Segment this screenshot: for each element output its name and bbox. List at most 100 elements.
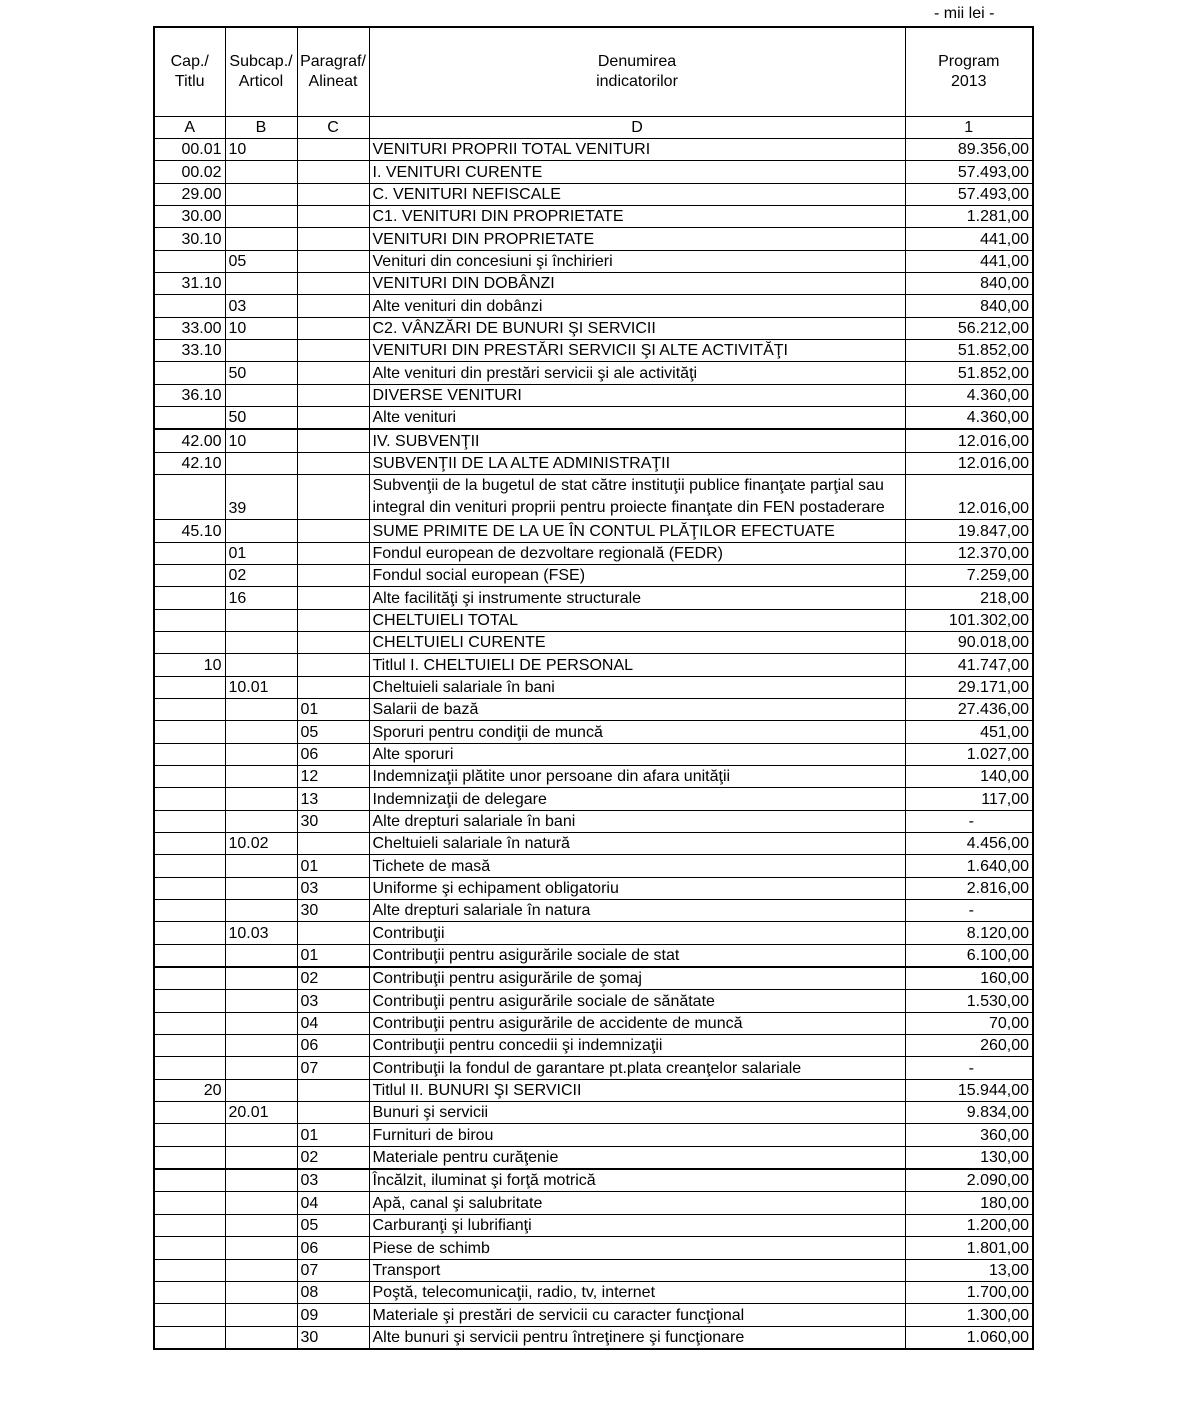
- subcap-articol-cell: [224, 630, 298, 655]
- table-row: 06 Alte sporuri 1.027,00: [153, 742, 1034, 766]
- table-row: 36.10 DIVERSE VENITURI 4.360,00: [153, 383, 1034, 408]
- table-row: 10.02 Cheltuieli salariale în natură 4.456…: [153, 831, 1034, 856]
- program-value-cell: 51.852,00: [904, 339, 1034, 363]
- program-value-cell: 1.640,00: [904, 854, 1034, 878]
- cap-titlu-cell: 30.10: [153, 227, 226, 251]
- subcap-articol-cell: [224, 1034, 298, 1058]
- header-denumirea: Denumirea indicatorilor: [368, 26, 906, 117]
- denumire-cell: Alte venituri din dobânzi: [368, 294, 906, 318]
- cap-titlu-cell: [153, 361, 226, 385]
- paragraf-alineat-cell: 02: [296, 966, 370, 991]
- subcap-articol-cell: [224, 1078, 298, 1103]
- program-value-cell: 19.847,00: [904, 519, 1034, 543]
- subcap-articol-cell: [224, 383, 298, 408]
- table-row: 16 Alte facilităţi şi instrumente structu…: [153, 586, 1034, 610]
- cap-titlu-cell: [153, 1303, 226, 1327]
- program-value-cell: 7.259,00: [904, 563, 1034, 588]
- program-value-cell: 1.060,00: [904, 1325, 1034, 1350]
- program-value-cell: 1.801,00: [904, 1236, 1034, 1260]
- paragraf-alineat-cell: 07: [296, 1258, 370, 1282]
- cap-titlu-cell: [153, 876, 226, 901]
- table-row: 30 Alte bunuri şi servicii pentru întreţi…: [153, 1325, 1034, 1350]
- program-value-cell: -: [904, 898, 1034, 923]
- paragraf-alineat-cell: 06: [296, 1236, 370, 1260]
- program-value-cell: 6.100,00: [904, 943, 1034, 968]
- program-value-cell: 56.212,00: [904, 316, 1034, 341]
- subcap-articol-cell: [224, 227, 298, 251]
- subcap-articol-cell: [224, 764, 298, 789]
- subcap-articol-cell: 05: [224, 249, 298, 274]
- subcap-articol-cell: 16: [224, 586, 298, 610]
- subcap-articol-cell: 02: [224, 563, 298, 588]
- subcap-articol-cell: [224, 1168, 298, 1193]
- table-row: 01 Contribuţii pentru asigurările sociale…: [153, 943, 1034, 968]
- cap-titlu-cell: [153, 1145, 226, 1170]
- table-row: 03 Uniforme şi echipament obligatoriu 2.81…: [153, 876, 1034, 901]
- program-value-cell: -: [904, 809, 1034, 833]
- paragraf-alineat-cell: [296, 294, 370, 318]
- subcap-articol-cell: [224, 339, 298, 363]
- program-value-cell: 140,00: [904, 764, 1034, 789]
- budget-table: Cap./Titlu Subcap./Articol Paragraf/Alin…: [153, 26, 1034, 1350]
- paragraf-alineat-cell: 02: [296, 1145, 370, 1170]
- table-row: 39 Subvenţii de la bugetul de stat către …: [153, 474, 1034, 521]
- cap-titlu-cell: [153, 809, 226, 833]
- cap-titlu-cell: [153, 787, 226, 811]
- header-row: Cap./Titlu Subcap./Articol Paragraf/Alin…: [153, 26, 1034, 117]
- paragraf-alineat-cell: [296, 249, 370, 274]
- denumire-cell: I. VENITURI CURENTE: [368, 160, 906, 184]
- denumire-cell: Încălzit, iluminat şi forţă motrică: [368, 1168, 906, 1193]
- subcap-articol-cell: [224, 160, 298, 184]
- paragraf-alineat-cell: [296, 1078, 370, 1103]
- cap-titlu-cell: 36.10: [153, 383, 226, 408]
- subcap-articol-cell: 50: [224, 361, 298, 385]
- cap-titlu-cell: [153, 1280, 226, 1305]
- table-row: 01 Salarii de bază 27.436,00: [153, 697, 1034, 722]
- denumire-cell: Tichete de masă: [368, 854, 906, 878]
- subcap-articol-cell: [224, 787, 298, 811]
- cap-titlu-cell: 42.10: [153, 451, 226, 476]
- paragraf-alineat-cell: [296, 406, 370, 430]
- denumire-cell: SUBVENŢII DE LA ALTE ADMINISTRAŢII: [368, 451, 906, 476]
- subcap-articol-cell: [224, 898, 298, 923]
- program-value-cell: 117,00: [904, 787, 1034, 811]
- subcap-articol-cell: [224, 1303, 298, 1327]
- table-row: 00.02 I. VENITURI CURENTE 57.493,00: [153, 160, 1034, 184]
- denumire-cell: Subvenţii de la bugetul de stat către in…: [368, 474, 906, 521]
- denumire-cell: Titlul I. CHELTUIELI DE PERSONAL: [368, 653, 906, 677]
- table-row: 04 Contribuţii pentru asigurările de acci…: [153, 1011, 1034, 1036]
- program-value-cell: 89.356,00: [904, 137, 1034, 162]
- subcap-articol-cell: [224, 1011, 298, 1036]
- denumire-cell: Indemnizaţii de delegare: [368, 787, 906, 811]
- paragraf-alineat-cell: [296, 586, 370, 610]
- paragraf-alineat-cell: [296, 675, 370, 699]
- table-row: 06 Piese de schimb 1.801,00: [153, 1236, 1034, 1260]
- program-value-cell: 4.360,00: [904, 383, 1034, 408]
- program-value-cell: 360,00: [904, 1123, 1034, 1147]
- table-row: 05 Sporuri pentru condiţii de muncă 451,00: [153, 720, 1034, 744]
- letter-a: A: [153, 116, 226, 139]
- denumire-cell: Alte sporuri: [368, 742, 906, 766]
- denumire-cell: SUME PRIMITE DE LA UE ÎN CONTUL PLĂŢILOR…: [368, 519, 906, 543]
- subcap-articol-cell: [224, 989, 298, 1013]
- program-value-cell: 441,00: [904, 249, 1034, 274]
- cap-titlu-cell: [153, 563, 226, 588]
- subcap-articol-cell: [224, 1145, 298, 1170]
- cap-titlu-cell: 30.00: [153, 205, 226, 229]
- paragraf-alineat-cell: [296, 541, 370, 565]
- program-value-cell: 840,00: [904, 272, 1034, 296]
- paragraf-alineat-cell: 08: [296, 1280, 370, 1305]
- denumire-cell: Indemnizaţii plătite unor persoane din a…: [368, 764, 906, 789]
- program-value-cell: 1.027,00: [904, 742, 1034, 766]
- cap-titlu-cell: [153, 1168, 226, 1193]
- table-row: 07 Contribuţii la fondul de garantare pt.…: [153, 1056, 1034, 1080]
- table-row: 02 Contribuţii pentru asigurările de şoma…: [153, 966, 1034, 991]
- paragraf-alineat-cell: [296, 383, 370, 408]
- subcap-articol-cell: [224, 1236, 298, 1260]
- cap-titlu-cell: [153, 1258, 226, 1282]
- column-letters-row: A B C D 1: [153, 116, 1034, 139]
- denumire-cell: Alte bunuri şi servicii pentru întreţine…: [368, 1325, 906, 1350]
- table-row: 42.10 SUBVENŢII DE LA ALTE ADMINISTRAŢII 1…: [153, 451, 1034, 476]
- subcap-articol-cell: 10: [224, 137, 298, 162]
- program-value-cell: 12.016,00: [904, 474, 1034, 521]
